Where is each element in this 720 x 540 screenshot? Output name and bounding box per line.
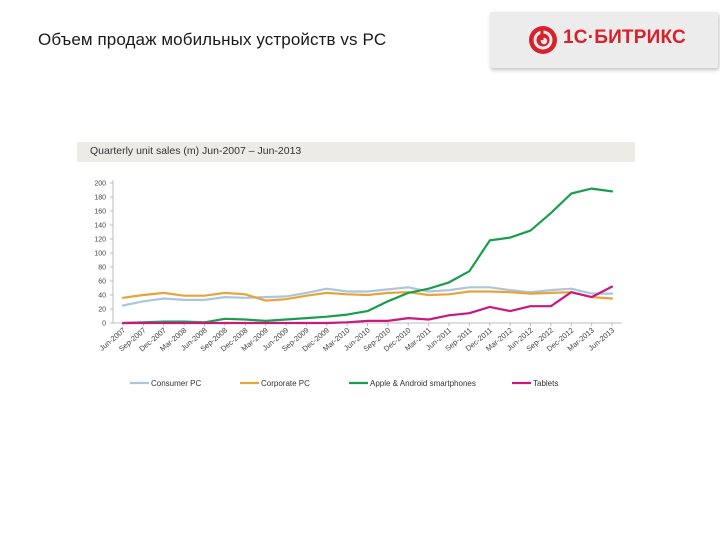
chart-axes: 020406080100120140160180200Jun-2007Sep-2… [94, 180, 622, 353]
chart-title: Quarterly unit sales (m) Jun-2007 – Jun-… [90, 145, 302, 157]
logo-text: 1С·БИТРИКС [563, 27, 686, 48]
slide-title: Объем продаж мобильных устройств vs PC [38, 30, 387, 49]
y-tick-label: 60 [98, 279, 106, 286]
y-tick-label: 180 [94, 195, 106, 202]
series-line [121, 285, 614, 325]
y-tick-label: 0 [102, 321, 106, 328]
y-tick-label: 40 [98, 293, 106, 300]
y-tick-label: 120 [94, 237, 106, 244]
bitrix-logo-icon [529, 26, 557, 54]
y-tick-label: 80 [98, 265, 106, 272]
chart-legend: Consumer PC Corporate PC Apple & Android s… [130, 379, 558, 388]
legend-label: Apple & Android smartphones [370, 379, 476, 388]
chart-header: Quarterly unit sales (m) Jun-2007 – Jun-… [77, 142, 635, 162]
legend-label: Corporate PC [261, 379, 310, 388]
legend-label: Tablets [533, 379, 558, 388]
legend-label: Consumer PC [151, 379, 201, 388]
y-tick-label: 140 [94, 223, 106, 230]
y-tick-label: 160 [94, 209, 106, 216]
series-line [121, 290, 614, 302]
y-tick-label: 20 [98, 307, 106, 314]
chart-series [121, 187, 614, 325]
company-logo: 1С·БИТРИКС [490, 12, 718, 68]
y-tick-label: 100 [94, 251, 106, 258]
series-line [121, 187, 614, 325]
series-line [121, 286, 614, 307]
y-tick-label: 200 [94, 181, 106, 188]
